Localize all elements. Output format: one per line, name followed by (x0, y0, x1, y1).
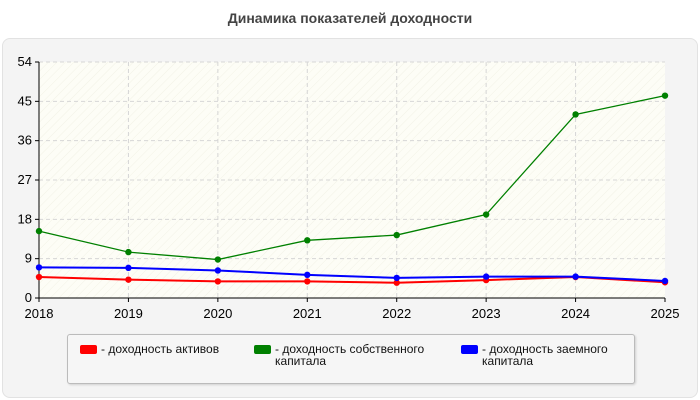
ticks: 0 9 18 27 36 45 54 2018 2019 2020 2021 2022 2023 2024… (18, 54, 680, 321)
data-point-2 (482, 273, 490, 280)
data-point-1 (214, 256, 222, 263)
x-tick-label: 2023 (472, 306, 501, 321)
data-point-1 (572, 111, 579, 118)
data-point-2 (572, 273, 579, 280)
x-tick-label: 2018 (25, 306, 54, 321)
legend-swatch-debt (461, 345, 478, 354)
legend-label-equity: - доходность собственного капитала (275, 342, 425, 368)
data-point-2 (661, 277, 669, 285)
x-tick-label: 2025 (651, 306, 680, 321)
series-line-1 (38, 95, 666, 261)
data-point-0 (304, 278, 311, 285)
data-point-0 (393, 279, 400, 286)
series-line-2 (38, 266, 666, 282)
data-point-0 (125, 276, 132, 283)
data-point-1 (125, 248, 132, 256)
chart-title: Динамика показателей доходности (227, 10, 473, 26)
grid (39, 61, 665, 298)
legend-label-debt: - доходность заемного капитала (482, 342, 608, 368)
legend: - доходность активов - доходность собств… (67, 334, 635, 384)
data-point-2 (125, 264, 132, 272)
y-tick-label: 0 (25, 290, 32, 305)
y-tick-label: 27 (18, 172, 32, 187)
data-point-2 (214, 267, 222, 274)
legend-label-assets: - доходность активов (101, 342, 220, 356)
data-point-2 (393, 274, 400, 282)
legend-swatch-assets (80, 345, 97, 354)
y-tick-label: 45 (18, 93, 32, 108)
x-tick-label: 2022 (382, 306, 411, 321)
data-point-1 (304, 237, 311, 244)
y-tick-label: 54 (18, 54, 32, 69)
data-point-1 (482, 211, 490, 218)
data-point-2 (35, 264, 43, 271)
data-point-1 (393, 231, 400, 239)
x-tick-label: 2020 (203, 306, 232, 321)
y-tick-label: 36 (18, 133, 32, 148)
data-point-0 (35, 273, 43, 281)
legend-swatch-equity (254, 345, 271, 354)
series-layer (35, 92, 669, 286)
data-point-1 (661, 92, 669, 99)
data-point-0 (214, 278, 222, 285)
y-tick-label: 18 (18, 211, 32, 226)
x-tick-label: 2021 (293, 306, 322, 321)
x-tick-label: 2019 (114, 306, 143, 321)
y-tick-label: 9 (25, 251, 32, 266)
x-tick-label: 2024 (561, 306, 590, 321)
data-point-2 (304, 271, 311, 279)
data-point-1 (35, 227, 43, 235)
